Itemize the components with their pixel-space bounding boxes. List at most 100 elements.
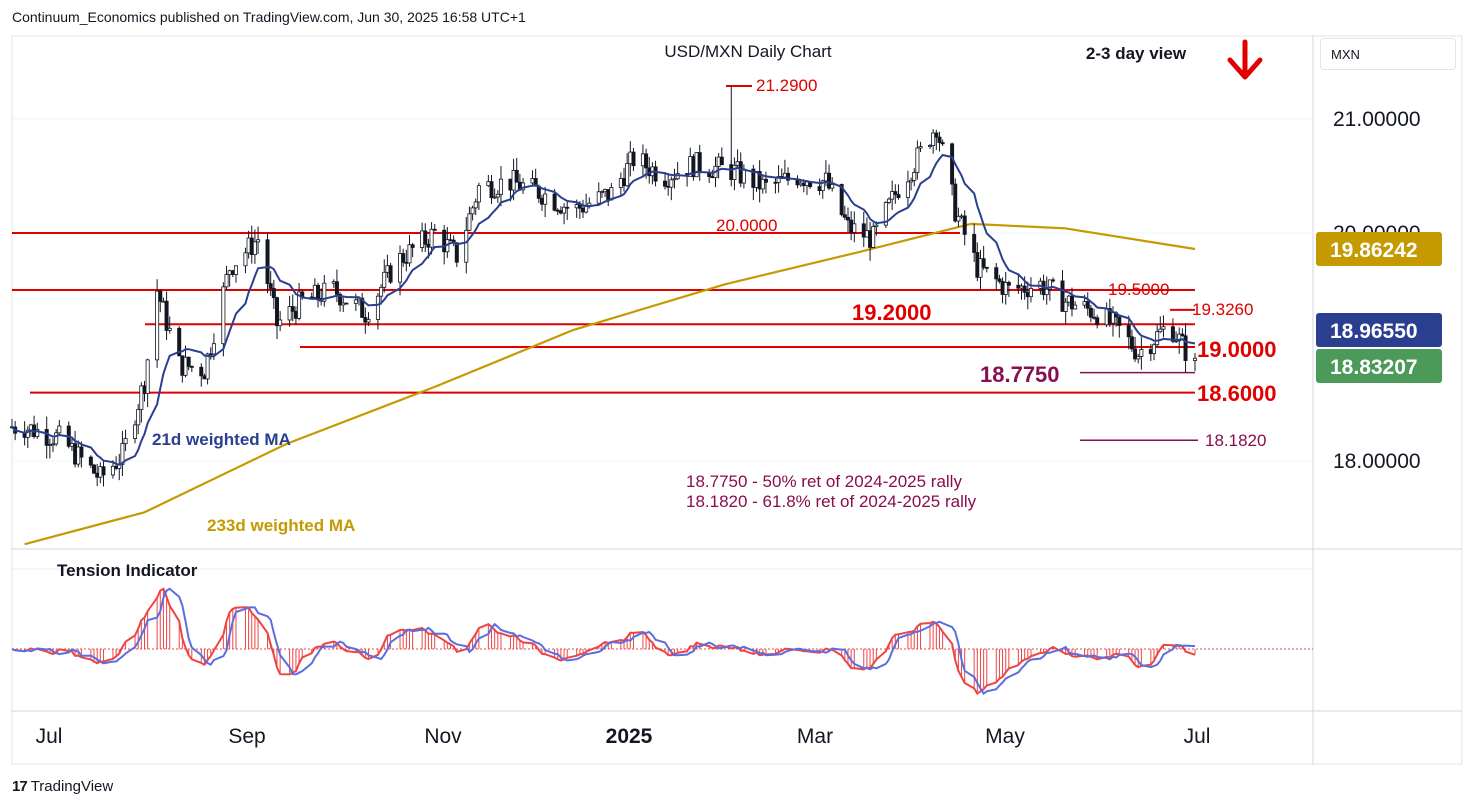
candle-body (644, 153, 649, 169)
level-192-label: 19.2000 (852, 300, 932, 325)
candle-body (410, 244, 415, 248)
candle-body (101, 466, 106, 476)
candle-body (1110, 312, 1115, 324)
candle-body (845, 216, 850, 221)
candle-body (625, 163, 630, 187)
candle-body (776, 176, 781, 183)
candle-body (719, 156, 724, 166)
ma233-line (24, 222, 1196, 546)
candle-body (95, 472, 100, 478)
candle-body (603, 189, 608, 193)
ma21-price-badge: 18.96550 (1316, 313, 1442, 347)
candle-body (268, 283, 273, 289)
candle-body (1025, 291, 1030, 298)
candle-body (1148, 349, 1153, 355)
candle-body (133, 424, 138, 439)
candle-body (732, 164, 737, 180)
candle-body (382, 271, 387, 288)
candle-body (498, 178, 503, 195)
candle-body (1066, 295, 1071, 303)
ma21-price-value: 18.96550 (1330, 320, 1418, 343)
price-tick-21: 21.00000 (1333, 108, 1421, 131)
candle-body (467, 213, 472, 231)
candle-body (905, 181, 910, 198)
candle-body (653, 166, 658, 182)
candle-body (622, 178, 627, 187)
candle-body (322, 282, 327, 302)
candle-body (514, 170, 519, 183)
candle-body (293, 310, 298, 319)
view-label: 2-3 day view (1086, 44, 1187, 63)
candle-body (88, 456, 93, 466)
candle-body (864, 230, 869, 238)
candle-body (918, 146, 923, 149)
ma233-price-badge: 19.86242 (1316, 232, 1442, 266)
candle-body (123, 438, 128, 444)
candle-body (1170, 326, 1175, 342)
candle-body (401, 253, 406, 263)
currency-selector[interactable]: MXN (1320, 38, 1456, 70)
candle-body (363, 317, 368, 323)
high-label: 21.2900 (756, 76, 817, 95)
candle-body (420, 230, 425, 248)
candle-body (1117, 316, 1122, 326)
candle-body (164, 300, 169, 331)
candle-body (1006, 282, 1011, 286)
candle-body (817, 186, 822, 191)
footer-brand[interactable]: 17 TradingView (12, 778, 113, 795)
candle-body (798, 182, 803, 186)
candle-body (804, 181, 809, 187)
candle-body (189, 365, 194, 368)
candle-body (1088, 307, 1093, 318)
tension-main-line (11, 587, 1196, 696)
candle-body (278, 319, 283, 327)
candle-body (379, 286, 384, 297)
candle-body (672, 178, 677, 181)
candle-body (1028, 288, 1033, 298)
candle-body (142, 385, 147, 394)
candle-body (274, 297, 279, 327)
candle-body (543, 193, 548, 205)
candle-body (473, 201, 478, 209)
candle-body (249, 237, 254, 255)
candle-body (606, 189, 611, 201)
candle-body (186, 356, 191, 367)
candle-body (76, 446, 81, 465)
candle-body (243, 252, 248, 267)
candle-body (344, 302, 349, 305)
candle-body (827, 172, 832, 189)
candle-body (145, 359, 150, 394)
candle-body (972, 233, 977, 253)
candle-body (1151, 344, 1156, 355)
candle-body (710, 176, 715, 179)
candle-body (893, 191, 898, 195)
chart-panel-frame (11, 35, 1463, 765)
candle-body (139, 385, 144, 410)
candle-body (886, 198, 891, 203)
candle-body (915, 147, 920, 173)
candle-body (1136, 356, 1141, 360)
candle-body (114, 465, 119, 469)
candle-body (271, 288, 276, 299)
candle-body (795, 179, 800, 186)
candle-body (51, 443, 56, 446)
candle-body (1193, 357, 1198, 361)
candle-body (211, 343, 216, 355)
candle-body (640, 153, 645, 167)
level-18182-label: 18.1820 (1205, 431, 1266, 450)
candle-body (1063, 301, 1068, 312)
candle-body (801, 182, 806, 187)
time-tick-sep: Sep (228, 725, 265, 748)
candle-body (669, 179, 674, 188)
candle-body (183, 356, 188, 376)
candle-body (265, 239, 270, 284)
candle-body (539, 197, 544, 205)
candle-body (341, 302, 346, 306)
candle-body (442, 229, 447, 253)
candle-body (432, 228, 437, 231)
time-tick-mar: Mar (797, 725, 833, 748)
candle-body (931, 132, 936, 146)
candle-body (227, 270, 232, 275)
tension-signal-line (11, 587, 1196, 696)
candle-body (530, 178, 535, 184)
